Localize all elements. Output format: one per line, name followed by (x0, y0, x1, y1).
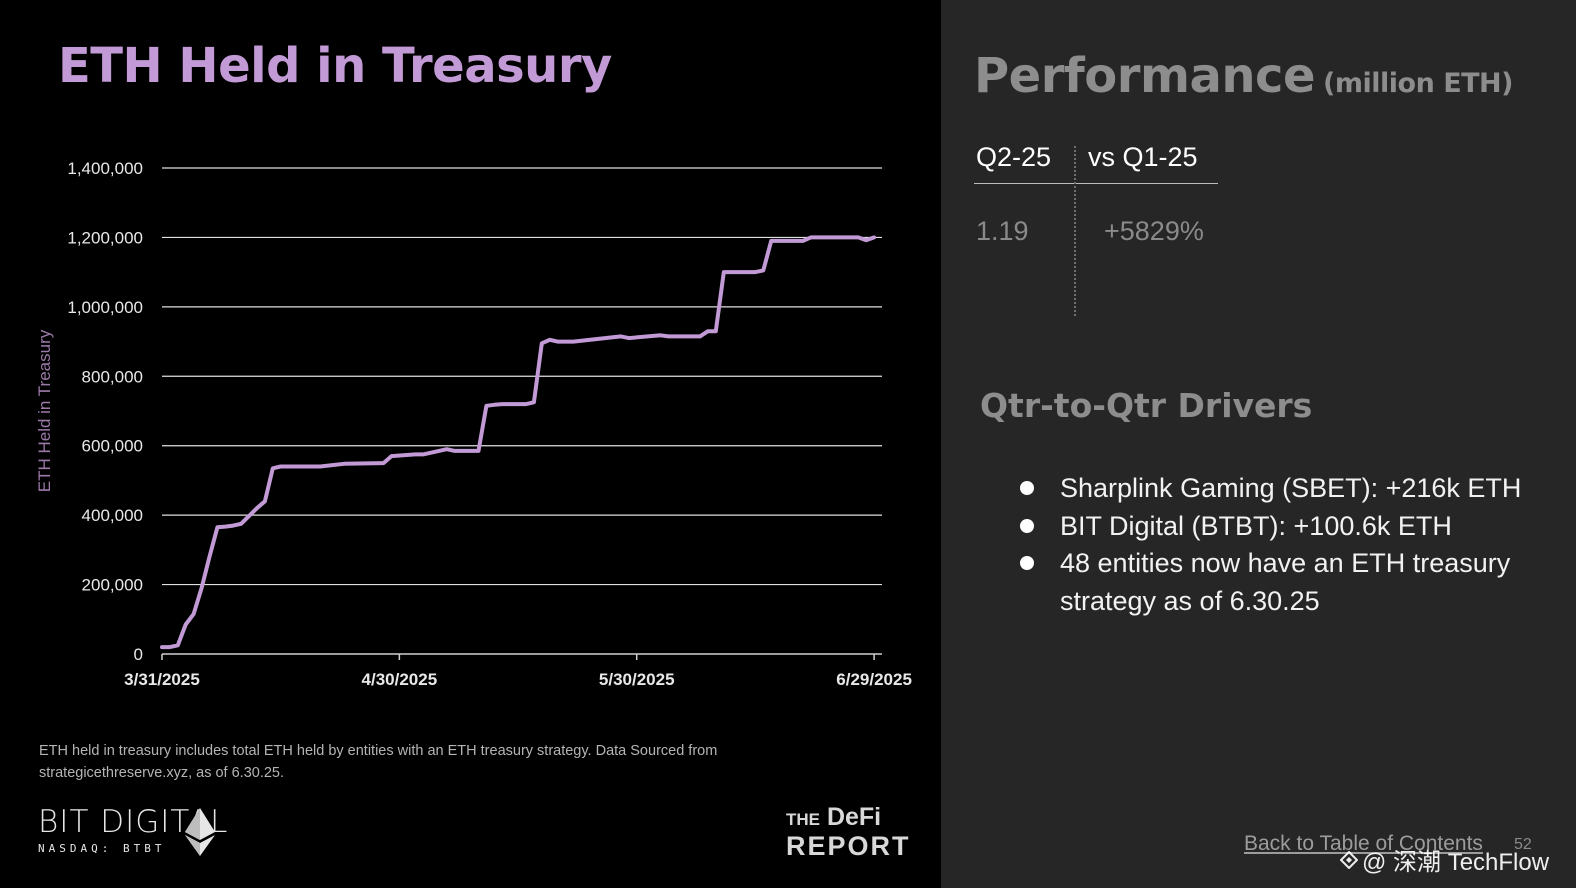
x-tick-label: 4/30/2025 (362, 670, 438, 689)
chart-footnote: ETH held in treasury includes total ETH … (39, 743, 718, 781)
back-to-table-of-contents-link[interactable]: Back to Table of Contents (1244, 832, 1483, 855)
defi-logo-the: THE (786, 810, 820, 829)
chart-title: ETH Held in Treasury (58, 38, 612, 94)
driver-text: BIT Digital (BTBT): +100.6k ETH (1060, 510, 1452, 541)
driver-item: 48 entities now have an ETH treasury str… (1016, 545, 1530, 620)
defi-logo-report: REPORT (786, 831, 911, 861)
driver-item: BIT Digital (BTBT): +100.6k ETH (1016, 508, 1530, 546)
y-tick-label: 200,000 (82, 576, 143, 595)
y-tick-label: 1,200,000 (67, 228, 143, 247)
techflow-watermark: @ 深潮 TechFlow (1340, 842, 1549, 877)
watermark-text: @ 深潮 TechFlow (1362, 849, 1550, 876)
performance-table: Q2-25 vs Q1-25 1.19 +5829% (974, 140, 1220, 320)
bit-digital-ticker: NASDAQ: BTBT (38, 842, 166, 855)
y-tick-labels: 0 200,000 400,000 600,000 800,000 1,000,000 1,… (67, 159, 143, 664)
chart-gridlines (162, 167, 882, 655)
eth-treasury-chart: 0 200,000 400,000 600,000 800,000 1,000,000 1,… (35, 159, 912, 689)
chart-series (160, 235, 877, 650)
y-tick-label: 400,000 (82, 506, 143, 525)
table-column-divider (1074, 146, 1076, 316)
ethereum-icon (185, 808, 215, 856)
y-tick-label: 0 (134, 645, 143, 664)
table-header-divider (974, 183, 1218, 184)
chart-panel: ETH Held in Treasury 0 200,000 400,000 600,… (0, 0, 941, 888)
bullet-icon (1020, 518, 1034, 533)
driver-item: Sharplink Gaming (SBET): +216k ETH (1016, 470, 1530, 508)
performance-title-text: Performance (974, 48, 1316, 104)
table-header-q2-25: Q2-25 (976, 142, 1052, 172)
defi-report-logo: THE DeFi REPORT (786, 803, 911, 861)
table-header-vs-q1-25: vs Q1-25 (1088, 142, 1198, 172)
performance-panel (941, 0, 1576, 888)
table-value-vs-q1-25: +5829% (1104, 216, 1204, 246)
y-tick-label: 800,000 (82, 367, 143, 386)
page-number: 52 (1514, 836, 1532, 853)
y-tick-label: 1,400,000 (67, 159, 143, 178)
bullet-icon (1020, 556, 1034, 570)
x-tick-labels: 3/31/2025 4/30/2025 5/30/2025 6/29/2025 (124, 654, 912, 689)
x-tick-label: 6/29/2025 (836, 670, 912, 689)
defi-logo-defi: DeFi (826, 803, 882, 831)
y-tick-label: 1,000,000 (67, 298, 143, 317)
x-tick-label: 5/30/2025 (599, 670, 675, 689)
x-tick-label: 3/31/2025 (124, 670, 200, 689)
series-line (160, 235, 877, 650)
performance-title: Performance (million ETH) (974, 48, 1513, 104)
drivers-list: Sharplink Gaming (SBET): +216k ETH BIT D… (1016, 470, 1530, 620)
diamond-logo-icon (1340, 850, 1358, 869)
table-value-q2-25: 1.19 (976, 216, 1029, 246)
y-axis-label: ETH Held in Treasury (35, 329, 54, 492)
performance-unit: (million ETH) (1323, 68, 1513, 99)
drivers-title: Qtr-to-Qtr Drivers (980, 386, 1313, 425)
driver-text: 48 entities now have an ETH treasury str… (1060, 548, 1511, 616)
y-tick-label: 600,000 (82, 437, 143, 456)
driver-text: Sharplink Gaming (SBET): +216k ETH (1060, 473, 1522, 503)
bullet-icon (1020, 481, 1034, 495)
